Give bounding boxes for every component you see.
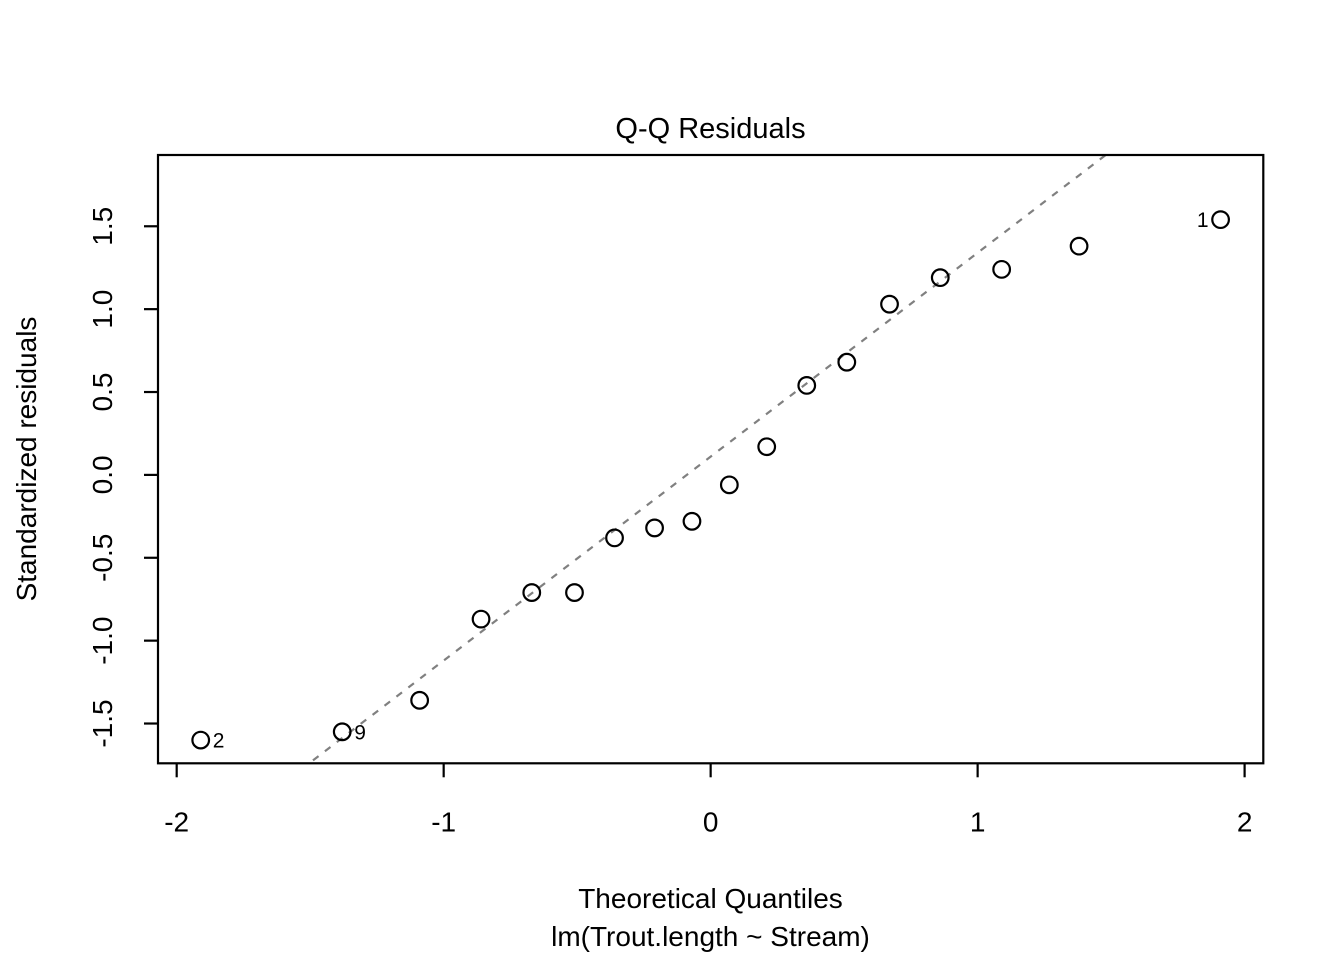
y-axis-tick-label: 1.5 xyxy=(87,207,118,246)
qq-reference-line xyxy=(307,155,1108,764)
y-axis-tick-label: 1.0 xyxy=(87,290,118,329)
data-point xyxy=(719,475,739,495)
point-label: 9 xyxy=(354,721,366,744)
point-label: 2 xyxy=(213,730,225,753)
x-axis-tick-label: 1 xyxy=(970,806,986,837)
plot-border-box xyxy=(156,153,1265,765)
point-label: 1 xyxy=(1197,209,1209,232)
data-point xyxy=(930,268,950,288)
x-axis-tick-label: -1 xyxy=(431,806,456,837)
y-axis-tick-label: 0.5 xyxy=(87,373,118,412)
y-axis-tick-label: -0.5 xyxy=(87,534,118,582)
data-point xyxy=(522,583,542,602)
x-axis-tick-label: 0 xyxy=(703,806,719,837)
data-point xyxy=(880,294,899,314)
data-point xyxy=(1211,210,1230,230)
x-axis-tick-label: -2 xyxy=(164,806,189,837)
data-point xyxy=(992,259,1012,279)
y-axis-tick-label: -1.5 xyxy=(87,699,118,747)
data-point xyxy=(565,583,584,602)
chart-title: Q-Q Residuals xyxy=(615,113,805,145)
data-point xyxy=(1069,236,1089,256)
data-point xyxy=(837,352,857,372)
x-axis-tick-label: 2 xyxy=(1237,806,1253,837)
y-axis-tick-label: -1.0 xyxy=(87,617,118,665)
data-point xyxy=(191,730,211,750)
data-point xyxy=(682,511,702,531)
data-point xyxy=(332,722,352,742)
y-axis-title: Standardized residuals xyxy=(11,317,42,602)
data-point xyxy=(797,375,817,395)
data-point xyxy=(757,437,777,457)
data-point xyxy=(410,690,430,710)
data-point xyxy=(645,518,664,538)
y-axis-tick-label: 0.0 xyxy=(87,455,118,494)
x-axis-title: Theoretical Quantiles xyxy=(578,883,843,914)
data-point xyxy=(605,528,624,548)
x-axis-subtitle: lm(Trout.length ~ Stream) xyxy=(551,921,870,952)
data-point xyxy=(471,609,491,629)
